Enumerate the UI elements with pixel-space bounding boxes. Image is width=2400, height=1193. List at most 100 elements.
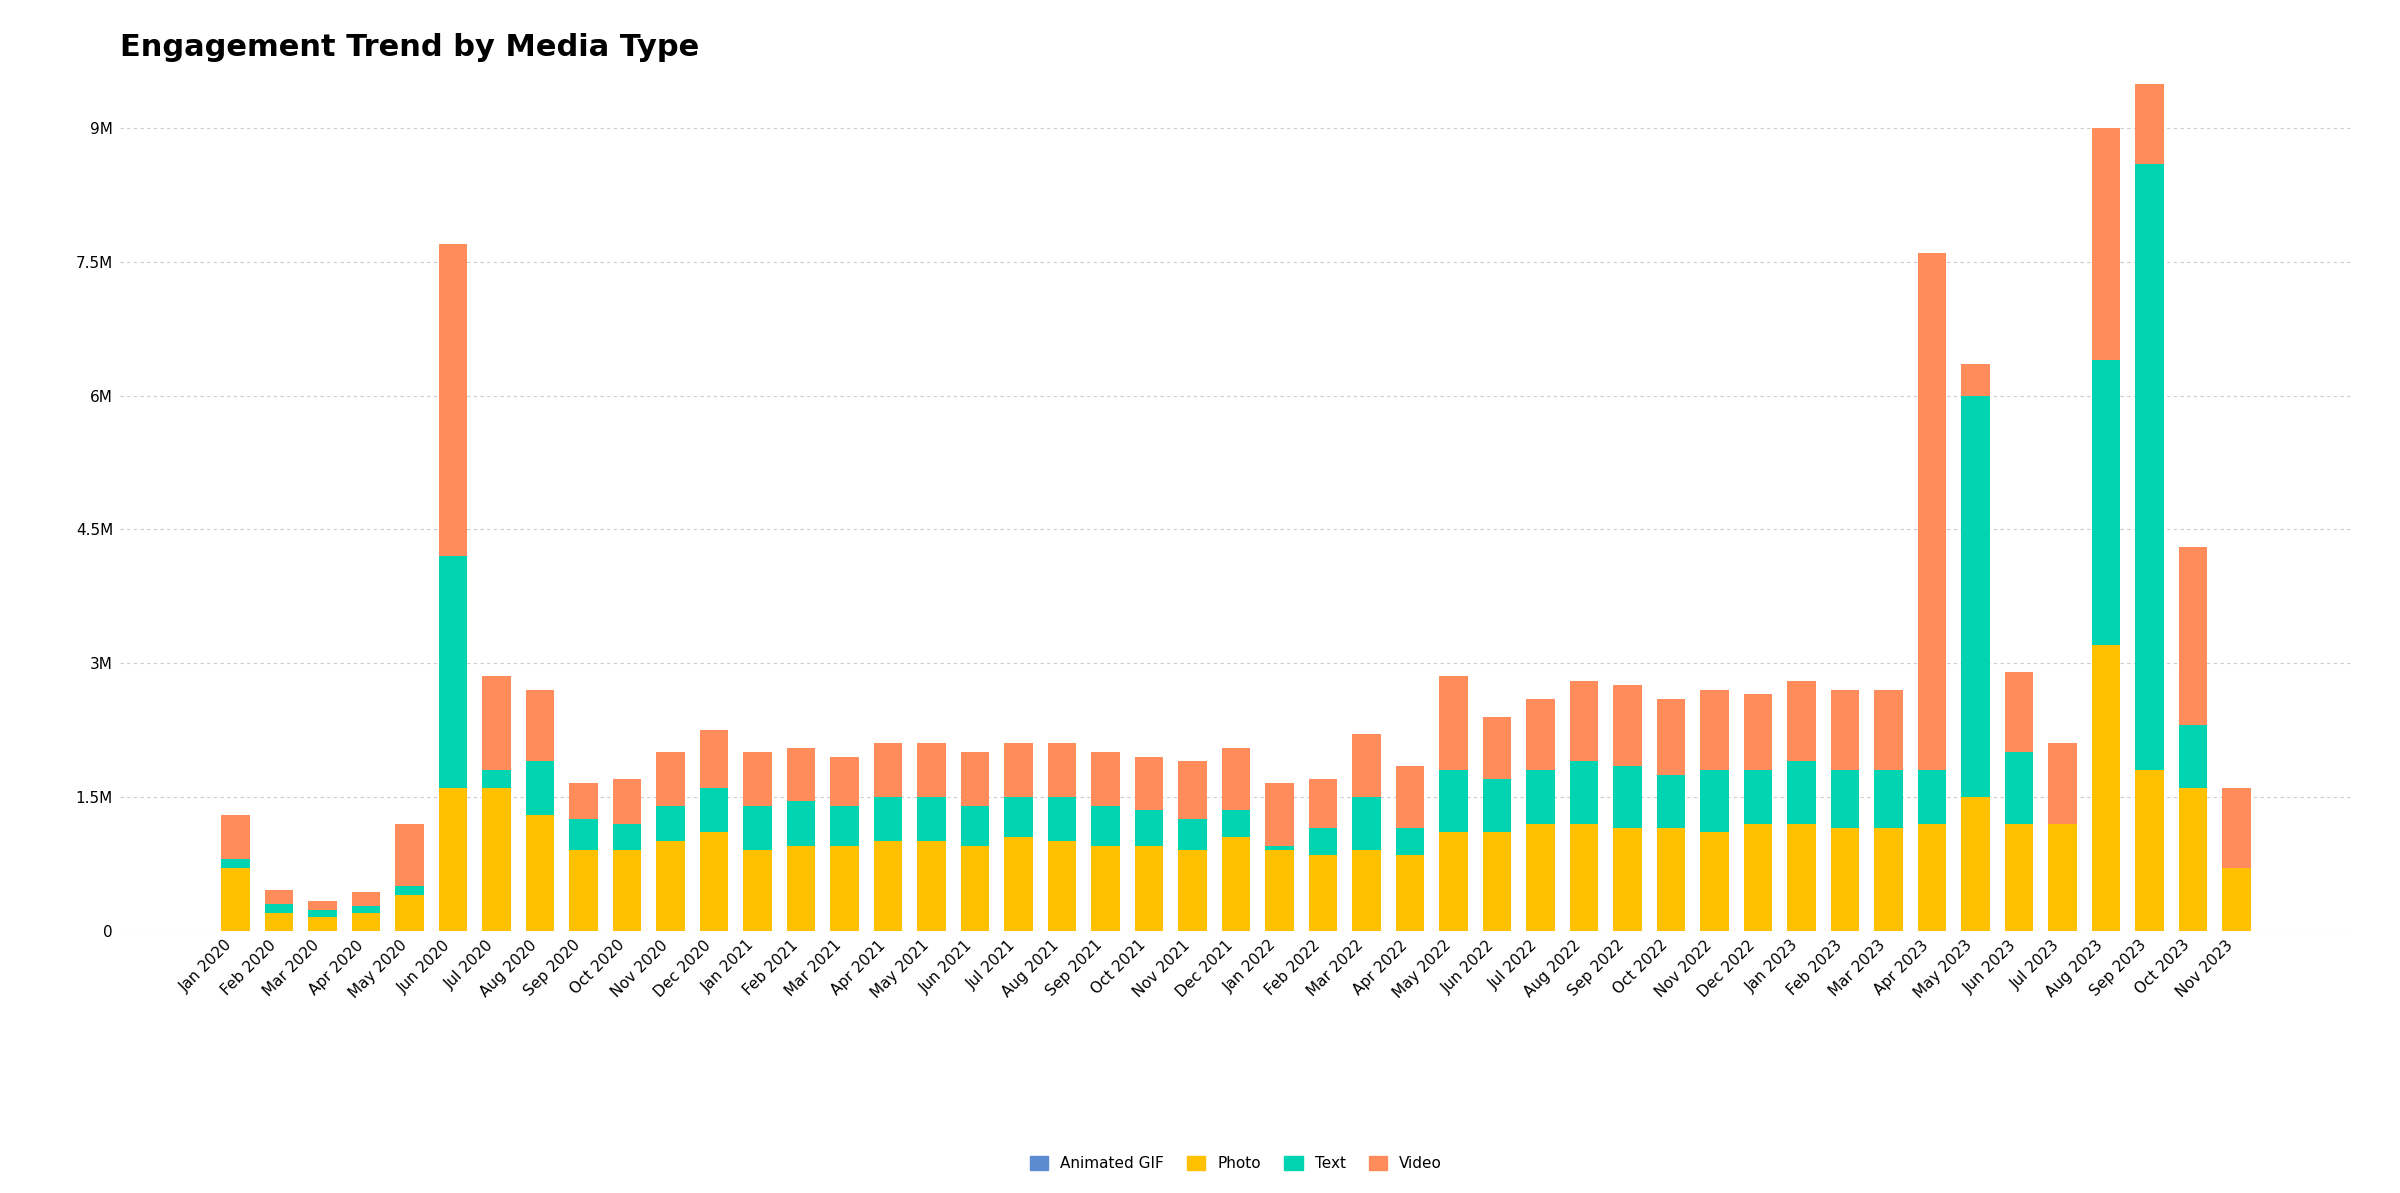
Bar	[1440, 676, 1469, 769]
Bar	[612, 851, 641, 931]
Bar	[2093, 360, 2119, 645]
Bar	[2004, 823, 2033, 931]
Bar	[1135, 810, 1164, 846]
Bar	[1397, 828, 1423, 854]
Bar	[1308, 828, 1337, 854]
Bar	[1874, 769, 1903, 828]
Bar	[526, 815, 554, 931]
Bar	[1788, 681, 1814, 761]
Bar	[264, 904, 293, 913]
Bar	[701, 787, 727, 833]
Bar	[1788, 823, 1814, 931]
Bar	[744, 805, 773, 851]
Bar	[917, 797, 946, 841]
Bar	[264, 913, 293, 931]
Bar	[264, 890, 293, 904]
Bar	[1831, 769, 1860, 828]
Bar	[787, 846, 816, 931]
Bar	[1222, 748, 1250, 810]
Bar	[830, 756, 859, 805]
Bar	[2179, 548, 2208, 725]
Bar	[1003, 837, 1032, 931]
Bar	[569, 784, 598, 820]
Bar	[874, 841, 902, 931]
Bar	[1092, 805, 1121, 846]
Bar	[1092, 753, 1121, 805]
Bar	[1351, 735, 1380, 797]
Bar	[744, 851, 773, 931]
Bar	[1483, 833, 1512, 931]
Bar	[1526, 823, 1555, 931]
Legend: Animated GIF, Photo, Text, Video: Animated GIF, Photo, Text, Video	[1025, 1150, 1447, 1177]
Bar	[1570, 761, 1598, 823]
Bar	[1699, 833, 1728, 931]
Text: Engagement Trend by Media Type: Engagement Trend by Media Type	[120, 32, 698, 62]
Bar	[1049, 743, 1075, 797]
Bar	[960, 846, 989, 931]
Bar	[526, 761, 554, 815]
Bar	[1049, 797, 1075, 841]
Bar	[830, 805, 859, 846]
Bar	[1613, 685, 1642, 766]
Bar	[2004, 753, 2033, 823]
Bar	[1918, 823, 1946, 931]
Bar	[787, 802, 816, 846]
Bar	[744, 753, 773, 805]
Bar	[1526, 699, 1555, 769]
Bar	[1178, 851, 1207, 931]
Bar	[1483, 717, 1512, 779]
Bar	[1135, 846, 1164, 931]
Bar	[310, 917, 336, 931]
Bar	[960, 753, 989, 805]
Bar	[1745, 694, 1771, 769]
Bar	[1874, 690, 1903, 769]
Bar	[612, 823, 641, 851]
Bar	[2093, 128, 2119, 360]
Bar	[1656, 699, 1685, 774]
Bar	[2222, 869, 2251, 931]
Bar	[1918, 253, 1946, 769]
Bar	[1745, 769, 1771, 823]
Bar	[1961, 797, 1990, 931]
Bar	[2179, 787, 2208, 931]
Bar	[439, 245, 468, 556]
Bar	[221, 869, 250, 931]
Bar	[221, 815, 250, 859]
Bar	[2136, 163, 2162, 769]
Bar	[526, 690, 554, 761]
Bar	[1613, 766, 1642, 828]
Bar	[1526, 769, 1555, 823]
Bar	[612, 779, 641, 823]
Bar	[1656, 828, 1685, 931]
Bar	[396, 895, 425, 931]
Bar	[2222, 787, 2251, 869]
Bar	[787, 748, 816, 802]
Bar	[1918, 769, 1946, 823]
Bar	[439, 787, 468, 931]
Bar	[1308, 854, 1337, 931]
Bar	[2004, 672, 2033, 753]
Bar	[1003, 797, 1032, 837]
Bar	[960, 805, 989, 846]
Bar	[569, 851, 598, 931]
Bar	[658, 805, 684, 841]
Bar	[1265, 851, 1294, 931]
Bar	[1265, 846, 1294, 851]
Bar	[701, 730, 727, 787]
Bar	[701, 833, 727, 931]
Bar	[1699, 690, 1728, 769]
Bar	[1831, 690, 1860, 769]
Bar	[1613, 828, 1642, 931]
Bar	[2047, 823, 2076, 931]
Bar	[1699, 769, 1728, 833]
Bar	[830, 846, 859, 931]
Bar	[1135, 756, 1164, 810]
Bar	[658, 841, 684, 931]
Bar	[1397, 854, 1423, 931]
Bar	[396, 823, 425, 886]
Bar	[1351, 797, 1380, 851]
Bar	[1092, 846, 1121, 931]
Bar	[439, 556, 468, 787]
Bar	[1483, 779, 1512, 833]
Bar	[1351, 851, 1380, 931]
